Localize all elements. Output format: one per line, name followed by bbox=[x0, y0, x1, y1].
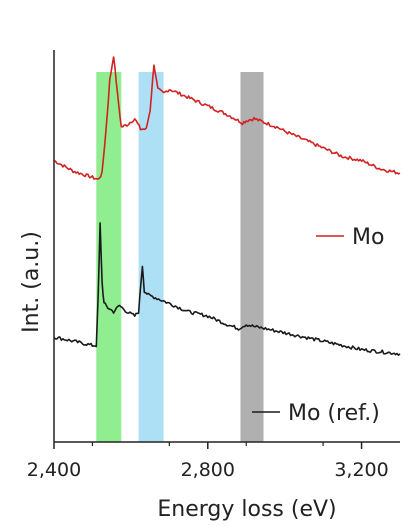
legend-label-1: Mo bbox=[352, 225, 384, 250]
x-ticks: 2,400 2,800 3,200 bbox=[27, 442, 389, 481]
highlight-band-3 bbox=[240, 72, 264, 442]
y-axis-title: Int. (a.u.) bbox=[19, 231, 44, 333]
legend: Mo Mo (ref.) bbox=[252, 225, 384, 426]
series-line-1 bbox=[53, 56, 401, 180]
highlight-band-2 bbox=[138, 72, 164, 442]
x-tick-label: 2,800 bbox=[181, 459, 235, 481]
series-lines bbox=[53, 56, 401, 357]
x-tick-label: 3,200 bbox=[334, 459, 388, 481]
highlight-bands bbox=[96, 72, 264, 442]
highlight-band-1 bbox=[96, 72, 122, 442]
legend-label-2: Mo (ref.) bbox=[288, 401, 380, 426]
x-axis-title: Energy loss (eV) bbox=[157, 497, 336, 522]
series-line-2 bbox=[53, 222, 401, 357]
x-tick-label: 2,400 bbox=[27, 459, 81, 481]
